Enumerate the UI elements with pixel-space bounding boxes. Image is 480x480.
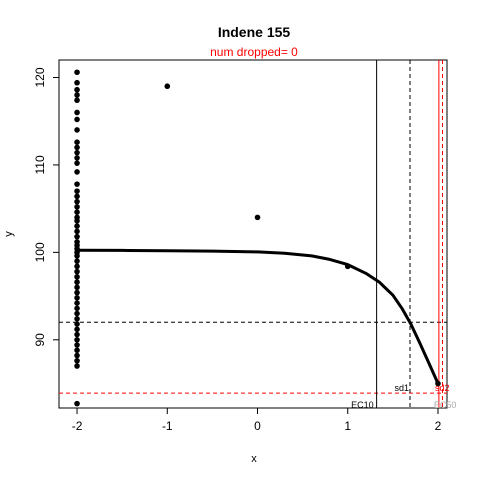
data-point <box>74 198 80 205</box>
data-point <box>74 274 80 280</box>
vline-label: sd1 <box>394 383 409 393</box>
data-point <box>74 218 80 224</box>
y-tick-label: 110 <box>33 155 47 174</box>
data-point <box>74 342 80 348</box>
y-tick-label: 120 <box>33 67 47 87</box>
data-point <box>74 310 80 317</box>
data-point <box>74 263 80 270</box>
data-point <box>74 127 80 133</box>
data-point <box>435 380 441 387</box>
data-point <box>74 69 80 76</box>
data-point <box>74 139 80 145</box>
data-point <box>74 363 80 369</box>
data-point <box>74 331 80 338</box>
data-point <box>74 223 80 229</box>
data-point <box>74 233 80 240</box>
x-axis-label: x <box>251 453 257 465</box>
reference-labels: EC10 sd1 EC50 sd2 <box>351 383 456 410</box>
data-point <box>254 214 261 221</box>
reference-lines <box>59 60 447 408</box>
data-point <box>74 253 80 259</box>
axes: -2 -1 0 1 2 90 100 110 120 <box>33 67 442 433</box>
data-point <box>74 79 80 86</box>
data-point <box>74 352 80 359</box>
data-point <box>74 109 80 116</box>
data-point <box>74 228 80 235</box>
data-point <box>74 326 80 333</box>
data-point <box>74 86 80 93</box>
data-point <box>74 181 80 187</box>
data-point <box>344 263 351 270</box>
data-point <box>74 300 80 306</box>
y-tick-label: 100 <box>33 242 47 262</box>
data-point <box>74 188 80 194</box>
data-point <box>74 400 80 407</box>
data-point <box>164 83 171 90</box>
x-tick-label: -2 <box>72 419 83 433</box>
data-point <box>74 116 80 123</box>
vline-label: EC10 <box>351 400 374 410</box>
data-points <box>74 69 441 407</box>
data-point <box>74 357 80 364</box>
data-point <box>74 347 80 354</box>
y-axis-label: y <box>3 231 15 237</box>
data-point <box>74 316 80 322</box>
chart-subtitle: num dropped= 0 <box>210 45 298 59</box>
data-point <box>74 336 80 343</box>
vline-label: EC50 <box>434 400 457 410</box>
data-point <box>74 193 80 200</box>
data-point <box>74 258 80 264</box>
plot-frame <box>58 59 448 409</box>
data-point <box>74 209 80 215</box>
x-tick-label: 1 <box>344 419 351 433</box>
data-point <box>74 279 80 285</box>
data-point <box>74 204 80 210</box>
data-point <box>74 169 80 175</box>
y-tick-label: 90 <box>33 333 47 347</box>
data-point <box>74 155 80 161</box>
data-point <box>74 289 80 296</box>
chart-title: Indene 155 <box>218 24 291 40</box>
data-point <box>74 284 80 291</box>
data-point <box>74 149 80 156</box>
data-point <box>74 92 80 98</box>
data-point <box>74 268 80 275</box>
x-tick-label: -1 <box>162 419 173 433</box>
data-point <box>74 160 80 166</box>
data-point <box>74 295 80 301</box>
data-point <box>74 305 80 312</box>
data-point <box>74 321 80 327</box>
data-point <box>74 97 80 104</box>
data-point <box>74 144 80 151</box>
x-tick-label: 0 <box>254 419 261 433</box>
vline-label: sd2 <box>435 383 450 393</box>
x-tick-label: 2 <box>435 419 442 433</box>
